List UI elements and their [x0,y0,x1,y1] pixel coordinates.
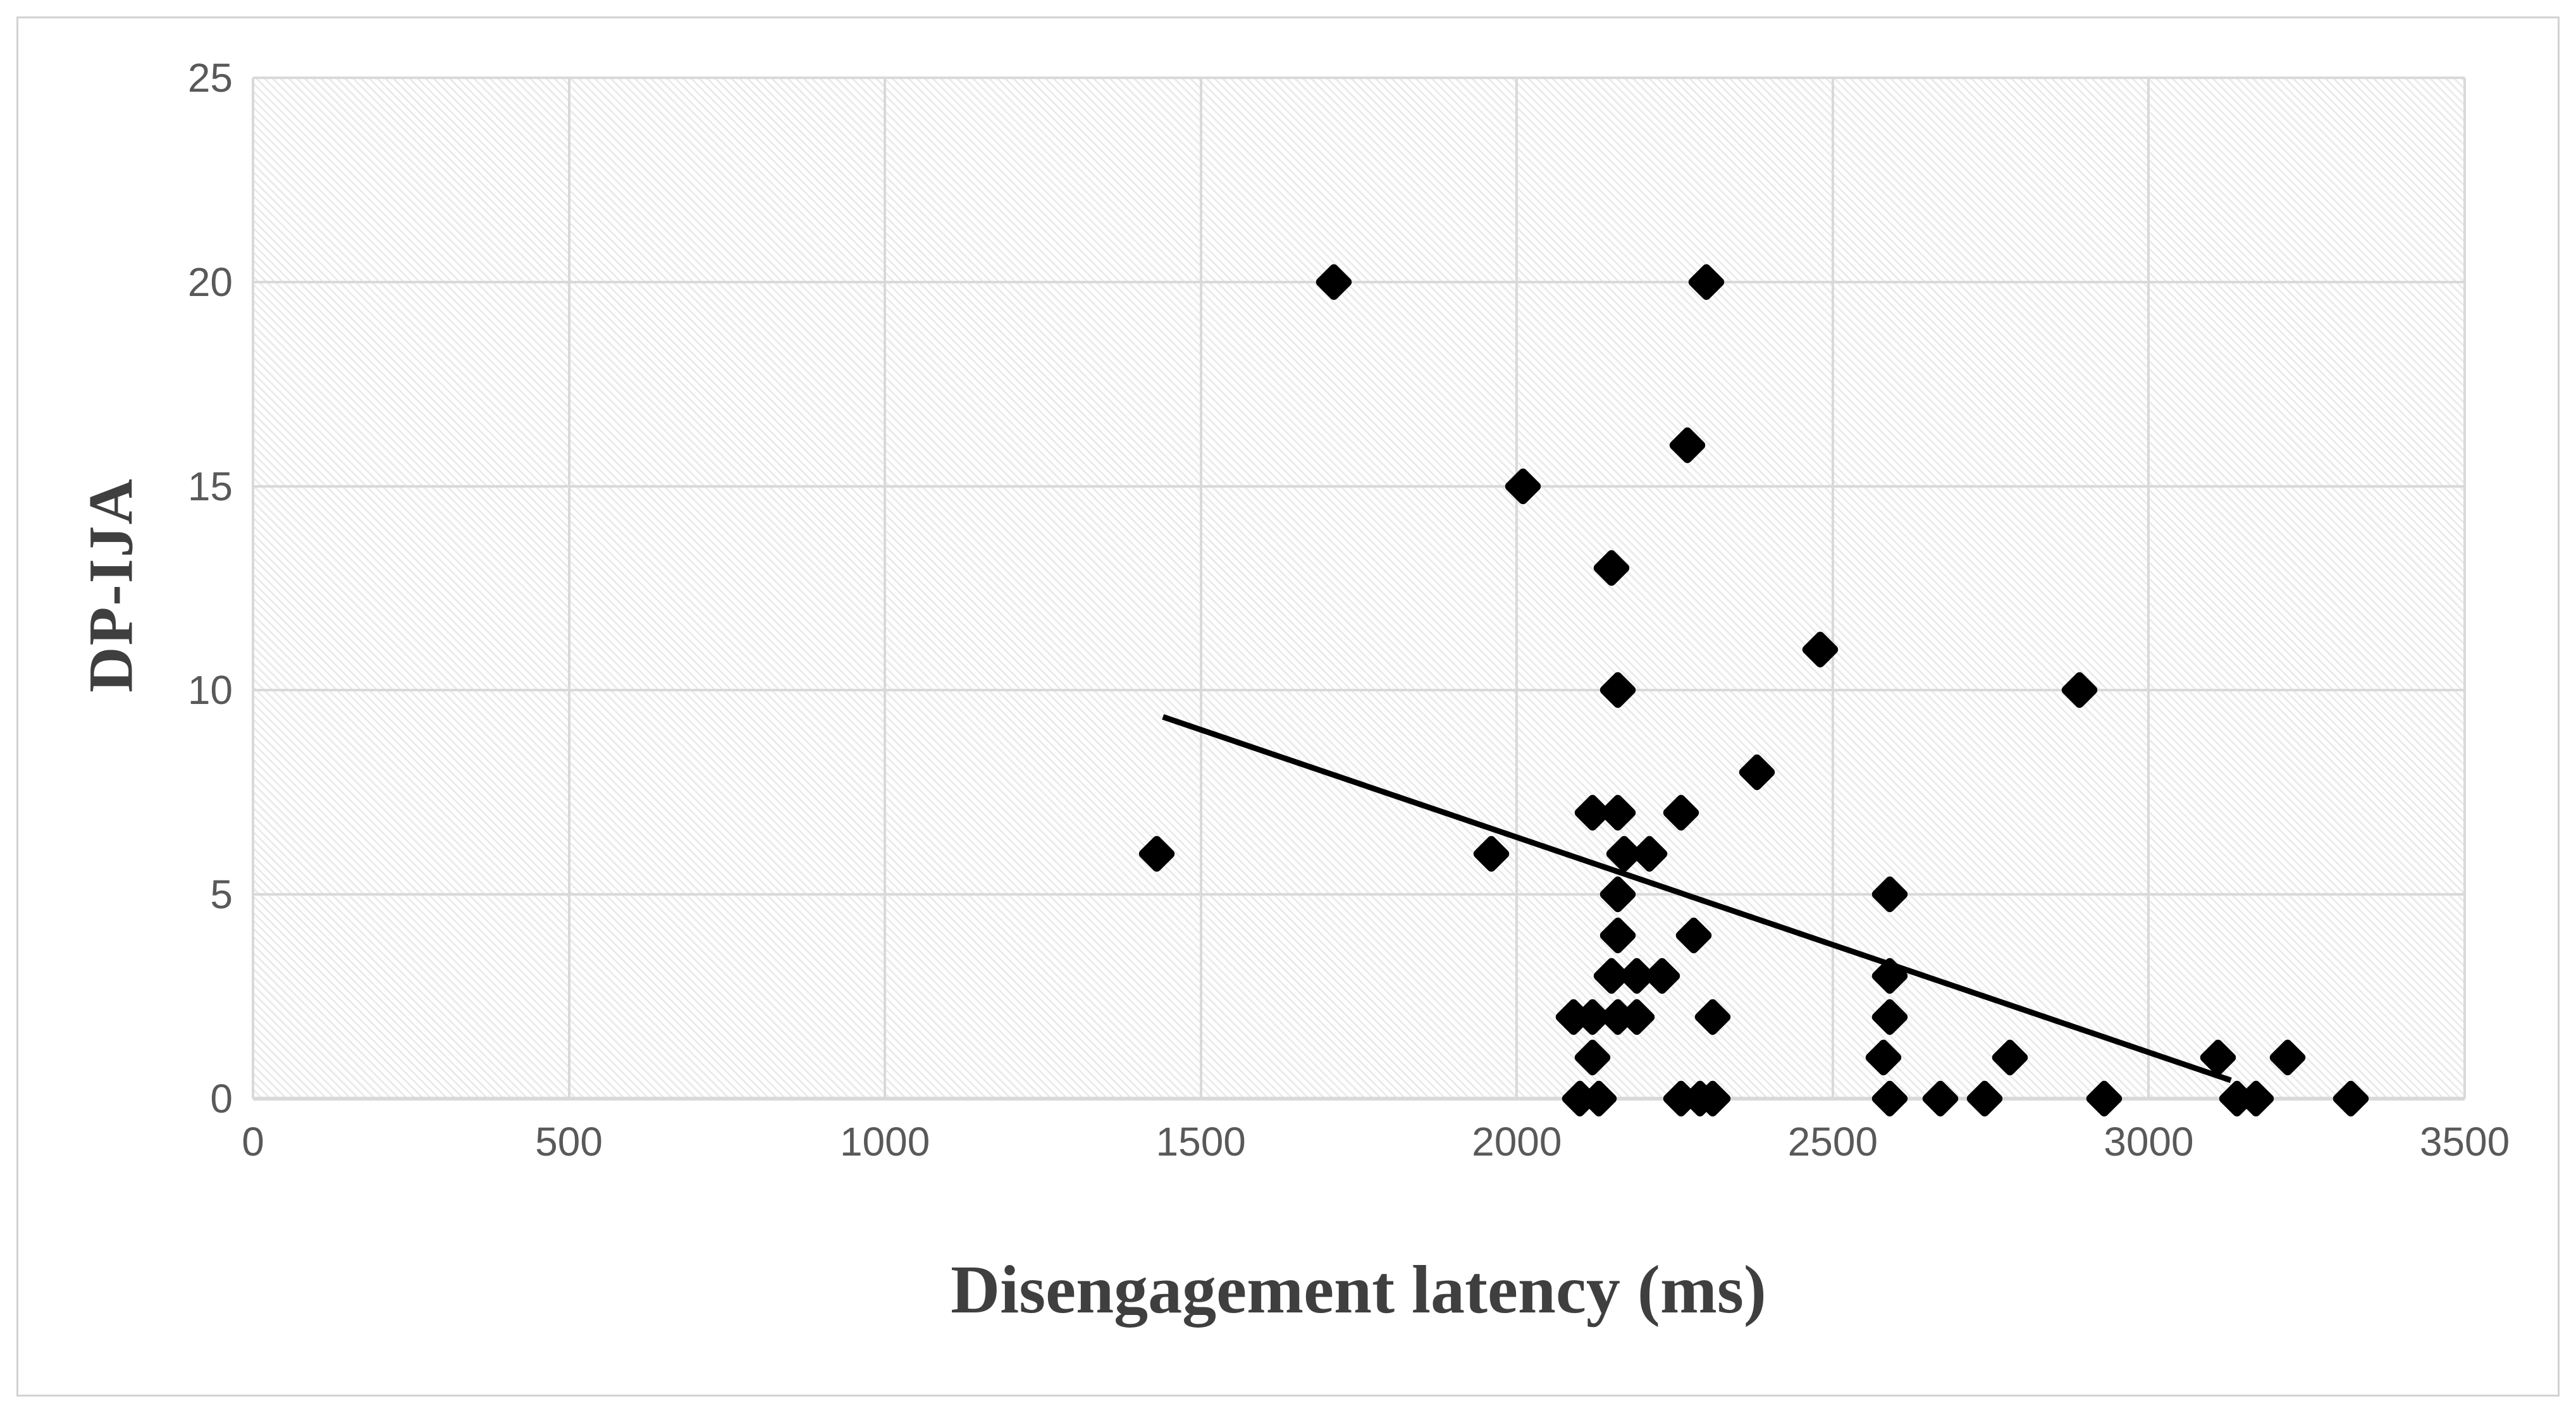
x-tick-label: 0 [242,1119,264,1164]
y-tick-label: 0 [210,1076,233,1121]
x-tick-label: 500 [535,1119,603,1164]
gridline-x [2463,78,2466,1099]
x-axis-title: Disengagement latency (ms) [951,1252,1766,1328]
gridline-x [2147,78,2150,1099]
x-tick-label: 2000 [1472,1119,1562,1164]
x-tick-label: 1000 [839,1119,930,1164]
y-tick-label: 10 [187,667,233,713]
gridline-x [1831,78,1834,1099]
x-tick-label: 3500 [2419,1119,2510,1164]
gridline-y [253,689,2465,692]
x-tick-label: 3000 [2104,1119,2194,1164]
gridline-y [253,280,2465,283]
x-axis-line [253,1097,2465,1101]
gridline-x [567,78,570,1099]
y-tick-label: 20 [187,259,233,305]
gridline-x [1199,78,1202,1099]
plot-area [252,77,2466,1119]
gridline-y [253,893,2465,896]
gridline-y [253,484,2465,488]
gridline-x [252,78,254,1099]
y-tick-label: 25 [187,55,233,101]
x-tick-label: 1500 [1156,1119,1246,1164]
gridline-x [1515,78,1519,1099]
trend-line [1162,714,2232,1083]
y-axis-title: DP-IJA [75,478,146,693]
gridline-x [884,78,887,1099]
y-tick-label: 5 [210,872,233,918]
gridline-y [253,77,2465,79]
x-tick-label: 2500 [1787,1119,1878,1164]
y-tick-label: 15 [187,463,233,509]
